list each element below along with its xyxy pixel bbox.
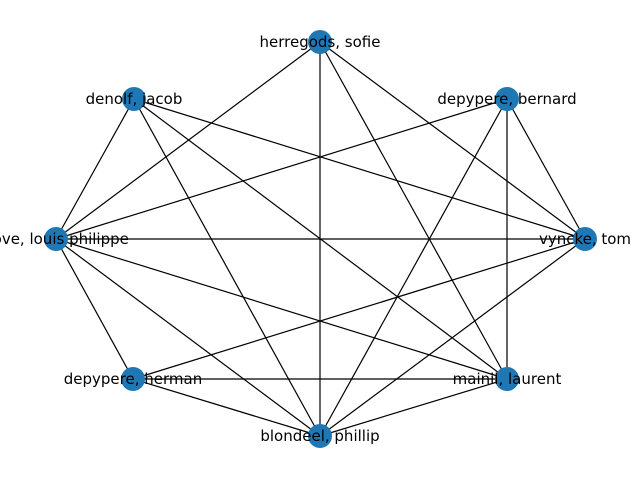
edge-depypere_b-blondeel <box>319 98 508 437</box>
node-label-vyncke: vyncke, tom <box>539 230 631 248</box>
edge-vyncke-blondeel <box>319 238 586 437</box>
edge-blondeel-mainil <box>319 378 508 437</box>
node-label-mainil: mainil, laurent <box>453 370 562 388</box>
node-layer <box>44 30 597 448</box>
edge-depypere_b-louis <box>55 98 508 240</box>
edge-herregods-mainil <box>319 41 508 380</box>
node-label-depypere_h: depypere, herman <box>64 370 202 388</box>
edge-denolf-vyncke <box>133 98 586 240</box>
node-blondeel <box>308 424 332 448</box>
edge-herregods-vyncke <box>319 41 586 240</box>
node-depypere_b <box>495 87 519 111</box>
label-layer: herregods, sofie denolf, jacob depypere, b… <box>0 33 631 445</box>
node-label-herregods: herregods, sofie <box>260 33 381 51</box>
edge-depypere_h-blondeel <box>132 378 321 437</box>
node-louis <box>44 227 68 251</box>
edge-denolf-blondeel <box>133 98 321 437</box>
edge-herregods-louis <box>55 41 321 240</box>
node-mainil <box>495 367 519 391</box>
node-vyncke <box>573 227 597 251</box>
node-label-louis: hove, louis philippe <box>0 230 129 248</box>
node-depypere_h <box>121 367 145 391</box>
edge-vyncke-depypere_h <box>132 238 586 380</box>
edge-louis-mainil <box>55 238 508 380</box>
node-label-blondeel: blondeel, phillip <box>260 427 379 445</box>
edge-layer <box>55 41 586 437</box>
edge-louis-depypere_h <box>55 238 134 380</box>
edge-louis-blondeel <box>55 238 321 437</box>
node-label-denolf: denolf, jacob <box>86 90 183 108</box>
edge-denolf-louis <box>55 98 135 240</box>
node-denolf <box>122 87 146 111</box>
node-herregods <box>308 30 332 54</box>
edge-depypere_b-vyncke <box>506 98 586 240</box>
node-label-depypere_b: depypere, bernard <box>437 90 576 108</box>
